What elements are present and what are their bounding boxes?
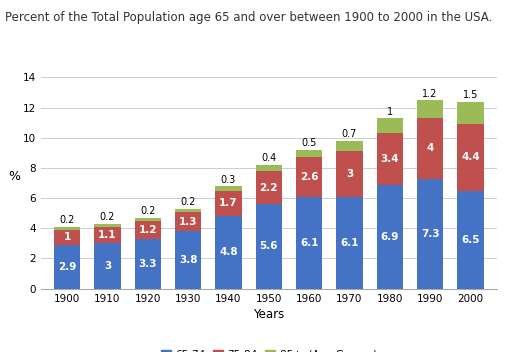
Text: 0.7: 0.7 [342, 129, 357, 139]
Text: 3.8: 3.8 [179, 255, 198, 265]
Bar [255, 204, 282, 289]
Bar [94, 224, 121, 227]
Bar [175, 209, 201, 212]
Text: 0.3: 0.3 [221, 175, 236, 184]
Bar [135, 221, 161, 239]
Bar [135, 239, 161, 289]
Bar [175, 231, 201, 289]
Text: 1.7: 1.7 [219, 199, 238, 208]
Bar [417, 118, 443, 178]
Bar [457, 124, 483, 190]
Text: 3.3: 3.3 [139, 259, 157, 269]
Bar [216, 190, 242, 216]
Y-axis label: %: % [9, 170, 20, 183]
Bar [54, 245, 80, 289]
Text: 1.3: 1.3 [179, 216, 198, 226]
Bar [296, 150, 322, 157]
Text: 0.2: 0.2 [140, 206, 156, 216]
Text: 1.1: 1.1 [98, 230, 117, 240]
Text: 0.5: 0.5 [302, 138, 317, 148]
Bar [135, 218, 161, 221]
Bar [457, 190, 483, 289]
Bar [54, 227, 80, 230]
Text: 0.2: 0.2 [180, 197, 196, 207]
Bar [336, 197, 362, 289]
Bar [336, 141, 362, 151]
Text: 1.2: 1.2 [422, 89, 438, 99]
Text: 4: 4 [426, 143, 434, 153]
Bar [94, 227, 121, 243]
Text: Percent of the Total Population age 65 and over between 1900 to 2000 in the USA.: Percent of the Total Population age 65 a… [5, 11, 493, 24]
Text: 4.4: 4.4 [461, 152, 480, 162]
Bar [457, 102, 483, 124]
Text: 0.4: 0.4 [261, 153, 276, 163]
Bar [94, 243, 121, 289]
Text: 6.1: 6.1 [300, 238, 318, 247]
Text: 2.2: 2.2 [260, 183, 278, 193]
Text: 3.4: 3.4 [380, 154, 399, 164]
Bar [54, 230, 80, 245]
Bar [417, 100, 443, 118]
Bar [336, 151, 362, 197]
Text: 0.2: 0.2 [59, 215, 75, 225]
Text: 3: 3 [346, 169, 353, 179]
Text: 6.5: 6.5 [461, 235, 480, 245]
Bar [296, 197, 322, 289]
Text: 6.1: 6.1 [340, 238, 359, 247]
Text: 0.2: 0.2 [100, 212, 115, 222]
Text: 4.8: 4.8 [219, 247, 238, 257]
Bar [255, 171, 282, 204]
Text: 1.5: 1.5 [463, 90, 478, 100]
Text: 5.6: 5.6 [260, 241, 278, 251]
Bar [417, 178, 443, 289]
Bar [296, 157, 322, 197]
Bar [216, 216, 242, 289]
Text: 1: 1 [387, 107, 393, 117]
Bar [175, 212, 201, 231]
Bar [377, 118, 403, 133]
Bar [377, 184, 403, 289]
Bar [377, 133, 403, 184]
Text: 1.2: 1.2 [139, 225, 157, 235]
Text: 3: 3 [104, 261, 111, 271]
Text: 7.3: 7.3 [421, 228, 439, 239]
Text: 2.9: 2.9 [58, 262, 76, 272]
Legend: 65-74, 75-84, 85+  (Age Groups): 65-74, 75-84, 85+ (Age Groups) [157, 345, 381, 352]
Text: 1: 1 [63, 232, 71, 242]
Text: 2.6: 2.6 [300, 172, 318, 182]
X-axis label: Years: Years [253, 308, 285, 321]
Text: 6.9: 6.9 [380, 232, 399, 241]
Bar [255, 165, 282, 171]
Bar [216, 186, 242, 190]
